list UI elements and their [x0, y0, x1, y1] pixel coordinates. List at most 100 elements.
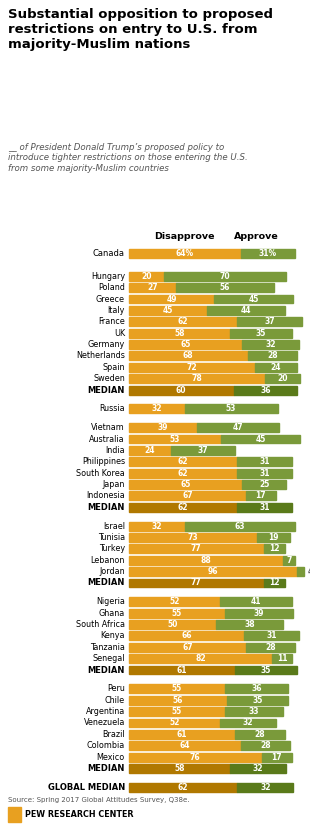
Text: 45: 45	[249, 295, 259, 303]
Text: Japan: Japan	[103, 480, 125, 489]
Text: Brazil: Brazil	[102, 730, 125, 738]
Text: GLOBAL MEDIAN: GLOBAL MEDIAN	[48, 783, 125, 792]
Text: 55: 55	[172, 684, 182, 693]
Text: Nigeria: Nigeria	[96, 597, 125, 606]
Text: 53: 53	[226, 405, 236, 413]
Text: 17: 17	[271, 752, 282, 762]
Text: 96: 96	[207, 567, 218, 576]
Text: 28: 28	[260, 741, 271, 750]
Text: 20: 20	[277, 374, 288, 383]
Text: 28: 28	[255, 730, 265, 738]
Text: Venezuela: Venezuela	[84, 719, 125, 728]
Text: Vietnam: Vietnam	[91, 423, 125, 432]
Text: 65: 65	[180, 340, 191, 349]
Text: 12: 12	[269, 544, 279, 553]
Text: 32: 32	[151, 521, 162, 530]
Text: 82: 82	[195, 654, 206, 663]
Text: 62: 62	[178, 458, 188, 466]
Text: 62: 62	[178, 783, 188, 792]
Text: 4: 4	[308, 567, 310, 576]
Text: 64: 64	[179, 741, 190, 750]
FancyBboxPatch shape	[8, 807, 21, 822]
Text: 52: 52	[169, 719, 179, 728]
Text: 65: 65	[180, 480, 191, 489]
Text: 52: 52	[169, 597, 179, 606]
Text: 39: 39	[157, 423, 168, 432]
Text: 31: 31	[266, 631, 277, 640]
Text: 61: 61	[177, 666, 187, 675]
Text: Approve: Approve	[234, 232, 279, 241]
Text: 44: 44	[241, 306, 251, 315]
Text: India: India	[105, 446, 125, 455]
Text: MEDIAN: MEDIAN	[87, 386, 125, 395]
Text: Colombia: Colombia	[87, 741, 125, 750]
Text: 73: 73	[187, 533, 198, 542]
Text: 49: 49	[166, 295, 177, 303]
Text: MEDIAN: MEDIAN	[87, 764, 125, 773]
Text: 12: 12	[269, 578, 279, 587]
Text: Israel: Israel	[103, 521, 125, 530]
Text: Tunisia: Tunisia	[98, 533, 125, 542]
Text: Russia: Russia	[99, 405, 125, 413]
Text: 72: 72	[186, 363, 197, 372]
Text: 25: 25	[259, 480, 270, 489]
Text: Turkey: Turkey	[99, 544, 125, 553]
Text: Spain: Spain	[102, 363, 125, 372]
Text: 20: 20	[141, 272, 151, 281]
Text: 41: 41	[250, 597, 261, 606]
Text: 66: 66	[181, 631, 192, 640]
Text: 67: 67	[182, 643, 193, 652]
Text: Source: Spring 2017 Global Attitudes Survey, Q38e.: Source: Spring 2017 Global Attitudes Sur…	[8, 797, 189, 803]
Text: 39: 39	[254, 609, 264, 618]
Text: Lebanon: Lebanon	[91, 556, 125, 565]
Text: 38: 38	[244, 620, 255, 629]
Text: 77: 77	[191, 544, 202, 553]
Text: 58: 58	[174, 764, 185, 773]
Text: France: France	[98, 317, 125, 326]
Text: 7: 7	[286, 556, 292, 565]
Text: Italy: Italy	[108, 306, 125, 315]
Text: Indonesia: Indonesia	[86, 491, 125, 501]
Text: 37: 37	[198, 446, 208, 455]
Text: 36: 36	[260, 386, 271, 395]
Text: Tanzania: Tanzania	[90, 643, 125, 652]
Text: Disapprove: Disapprove	[154, 232, 215, 241]
Text: 62: 62	[178, 503, 188, 512]
Text: 45: 45	[256, 434, 266, 444]
Text: 78: 78	[192, 374, 202, 383]
Text: 32: 32	[260, 783, 271, 792]
Text: PEW RESEARCH CENTER: PEW RESEARCH CENTER	[25, 810, 133, 819]
Text: 62: 62	[178, 317, 188, 326]
Text: Peru: Peru	[107, 684, 125, 693]
Text: 32: 32	[253, 764, 264, 773]
Text: 19: 19	[268, 533, 278, 542]
Text: 37: 37	[264, 317, 275, 326]
Text: Mexico: Mexico	[97, 752, 125, 762]
Text: 77: 77	[191, 578, 202, 587]
Text: 47: 47	[233, 423, 243, 432]
Text: 32: 32	[242, 719, 253, 728]
Text: 31: 31	[259, 458, 270, 466]
Text: 31: 31	[259, 503, 270, 512]
Text: 35: 35	[256, 329, 266, 338]
Text: 68: 68	[183, 351, 193, 360]
Text: Philippines: Philippines	[82, 458, 125, 466]
Text: 62: 62	[178, 468, 188, 477]
Text: Ghana: Ghana	[99, 609, 125, 618]
Text: Chile: Chile	[105, 695, 125, 705]
Text: Substantial opposition to proposed
restrictions on entry to U.S. from
majority-M: Substantial opposition to proposed restr…	[8, 8, 273, 51]
Text: UK: UK	[114, 329, 125, 338]
Text: Australia: Australia	[89, 434, 125, 444]
Text: 55: 55	[172, 707, 182, 716]
Text: MEDIAN: MEDIAN	[87, 666, 125, 675]
Text: 67: 67	[182, 491, 193, 501]
Text: 63: 63	[235, 521, 245, 530]
Text: 36: 36	[251, 684, 262, 693]
Text: 50: 50	[167, 620, 178, 629]
Text: __ of President Donald Trump’s proposed policy to
introduce tighter restrictions: __ of President Donald Trump’s proposed …	[8, 143, 247, 173]
Text: MEDIAN: MEDIAN	[87, 578, 125, 587]
Text: 35: 35	[261, 666, 271, 675]
Text: Netherlands: Netherlands	[76, 351, 125, 360]
Text: Greece: Greece	[96, 295, 125, 303]
Text: 17: 17	[255, 491, 266, 501]
